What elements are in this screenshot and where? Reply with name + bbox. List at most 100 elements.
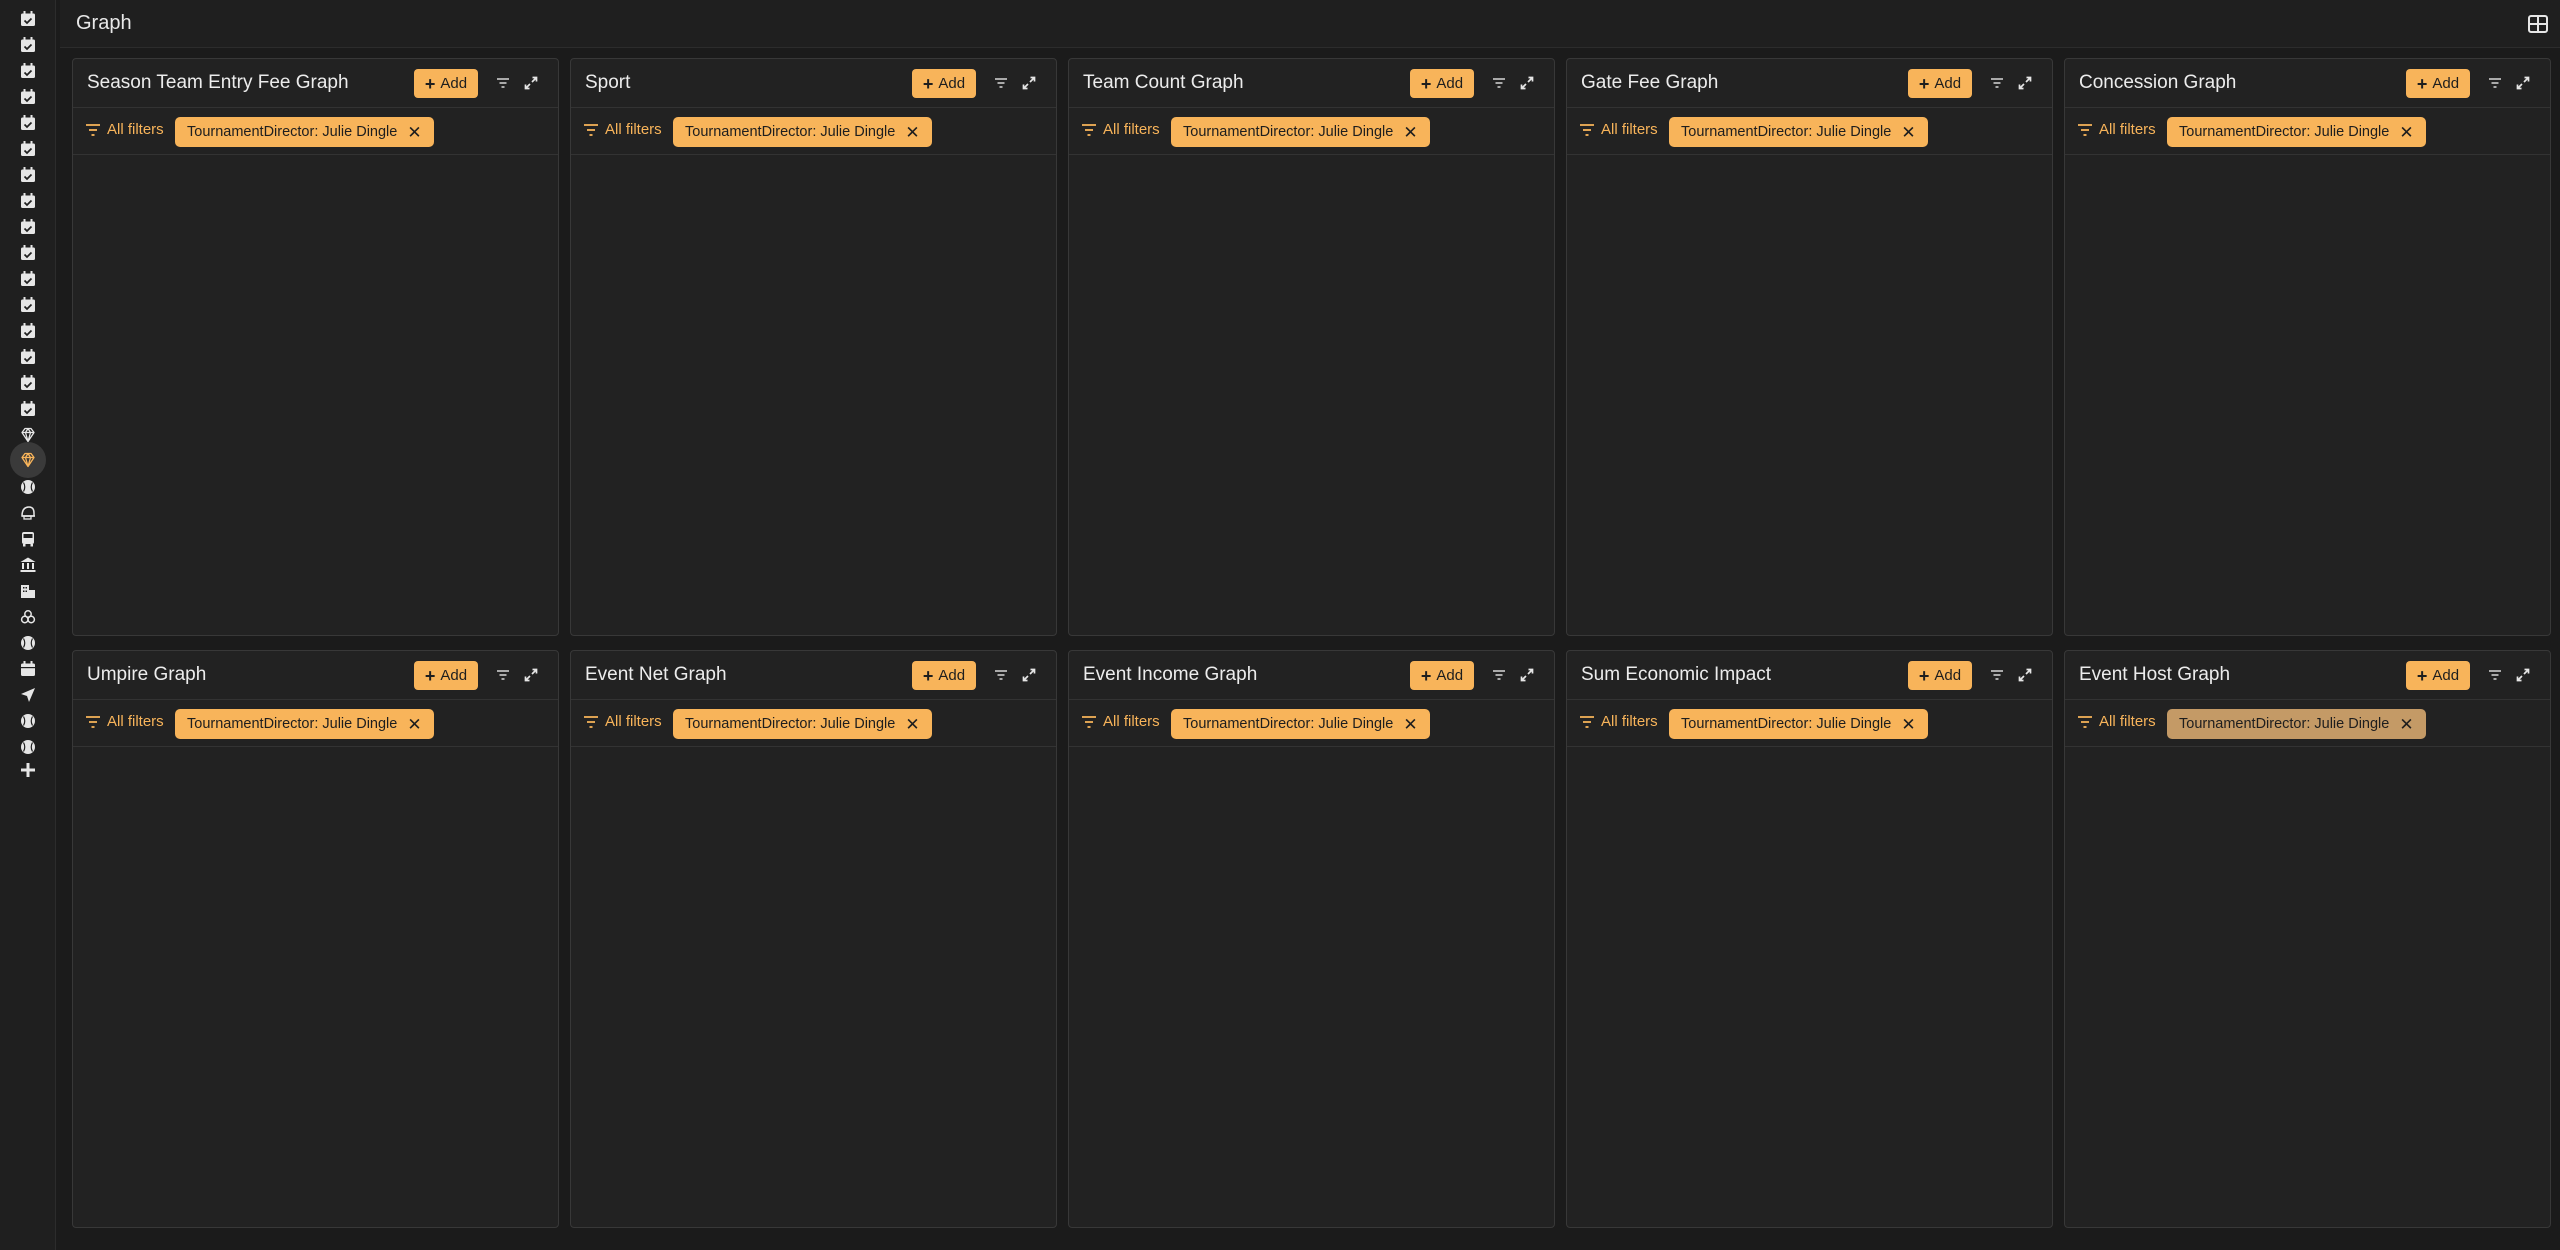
calendar-check-icon[interactable]: [16, 59, 40, 83]
close-icon[interactable]: ✕: [2399, 122, 2414, 142]
filter-icon[interactable]: SUM TotalTeamEntryFee030,00060,00090,000…: [990, 72, 1012, 94]
expand-icon[interactable]: [520, 72, 542, 94]
add-button[interactable]: + Add: [1410, 69, 1474, 98]
bus-icon[interactable]: [16, 527, 40, 551]
filter-chip-label: TournamentDirector: Julie Dingle: [1681, 124, 1892, 140]
filter-chip[interactable]: TournamentDirector: Julie Dingle ✕: [1669, 117, 1928, 147]
helmet-icon[interactable]: [16, 501, 40, 525]
diamond-icon[interactable]: [10, 442, 46, 478]
add-button[interactable]: + Add: [414, 69, 478, 98]
filter-icon[interactable]: SUM TotalEventIncome0100,000200,000300,0…: [1488, 664, 1510, 686]
filter-chip[interactable]: TournamentDirector: Julie Dingle ✕: [2167, 117, 2426, 147]
filter-chip-label: TournamentDirector: Julie Dingle: [685, 124, 896, 140]
add-button[interactable]: + Add: [1908, 69, 1972, 98]
all-filters-button[interactable]: All filters: [1081, 713, 1160, 730]
bar-chart: [73, 155, 558, 635]
all-filters-button[interactable]: All filters: [2077, 121, 2156, 138]
calendar-check-icon[interactable]: [16, 215, 40, 239]
all-filters-label: All filters: [1601, 121, 1658, 138]
plus-icon[interactable]: [16, 758, 40, 782]
filter-icon[interactable]: SUM TotalEventConcession020,00040,00060,…: [2484, 72, 2506, 94]
expand-icon[interactable]: [1018, 664, 1040, 686]
close-icon[interactable]: ✕: [1901, 714, 1916, 734]
ball-icon[interactable]: [16, 735, 40, 759]
add-button[interactable]: + Add: [912, 661, 976, 690]
side-nav-rail: [0, 0, 56, 1250]
filter-chip[interactable]: TournamentDirector: Julie Dingle ✕: [175, 117, 434, 147]
all-filters-button[interactable]: All filters: [1579, 121, 1658, 138]
calendar-check-icon[interactable]: [16, 371, 40, 395]
all-filters-button[interactable]: All filters: [1081, 121, 1160, 138]
page-title: Graph: [76, 12, 132, 34]
expand-icon[interactable]: [2014, 72, 2036, 94]
close-icon[interactable]: ✕: [1403, 714, 1418, 734]
calendar-check-icon[interactable]: [16, 111, 40, 135]
filter-chip[interactable]: TournamentDirector: Julie Dingle ✕: [673, 117, 932, 147]
calendar-check-icon[interactable]: [16, 319, 40, 343]
calendar-check-icon[interactable]: [16, 293, 40, 317]
filter-icon[interactable]: SUM TeamsEntered0100200300400500600700Ok…: [1488, 72, 1510, 94]
bank-icon[interactable]: [16, 553, 40, 577]
expand-icon[interactable]: [1018, 72, 1040, 94]
expand-icon[interactable]: [2014, 664, 2036, 686]
calendar-check-icon[interactable]: [16, 7, 40, 31]
plus-icon: +: [922, 665, 934, 686]
close-icon[interactable]: ✕: [1901, 122, 1916, 142]
ball-icon[interactable]: [16, 631, 40, 655]
filter-chip-label: TournamentDirector: Julie Dingle: [1183, 124, 1394, 140]
calendar-check-icon[interactable]: [16, 345, 40, 369]
add-button[interactable]: + Add: [2406, 69, 2470, 98]
calendar-check-icon[interactable]: [16, 163, 40, 187]
calendar-check-icon[interactable]: [16, 397, 40, 421]
filter-row: All filters TournamentDirector: Julie Di…: [73, 699, 558, 747]
filter-icon[interactable]: SUM TotalTeamEntryFee030,00060,00090,000…: [2484, 664, 2506, 686]
biohazard-icon[interactable]: [16, 605, 40, 629]
expand-icon[interactable]: [1516, 664, 1538, 686]
close-icon[interactable]: ✕: [905, 122, 920, 142]
add-button[interactable]: + Add: [1410, 661, 1474, 690]
filter-icon[interactable]: SUM TotalEventGate030,00060,00090,000120…: [1986, 72, 2008, 94]
all-filters-button[interactable]: All filters: [2077, 713, 2156, 730]
add-button[interactable]: + Add: [912, 69, 976, 98]
filter-chip[interactable]: TournamentDirector: Julie Dingle ✕: [1669, 709, 1928, 739]
ball-icon[interactable]: [16, 709, 40, 733]
close-icon[interactable]: ✕: [407, 714, 422, 734]
ball-icon[interactable]: [16, 475, 40, 499]
building-icon[interactable]: [16, 579, 40, 603]
expand-icon[interactable]: [520, 664, 542, 686]
expand-icon[interactable]: [2512, 72, 2534, 94]
calendar-check-icon[interactable]: [16, 33, 40, 57]
add-button[interactable]: + Add: [2406, 661, 2470, 690]
grid-layout-icon[interactable]: [2526, 12, 2550, 36]
send-icon[interactable]: [16, 683, 40, 707]
close-icon[interactable]: ✕: [2399, 714, 2414, 734]
filter-chip[interactable]: TournamentDirector: Julie Dingle ✕: [175, 709, 434, 739]
filter-icon[interactable]: SUM TotalEventNet050,000100,000150,00020…: [990, 664, 1012, 686]
calendar-check-icon[interactable]: [16, 137, 40, 161]
add-button[interactable]: + Add: [1908, 661, 1972, 690]
filter-icon[interactable]: SUM TotalEventUmpireFees030,00060,00090,…: [492, 664, 514, 686]
all-filters-button[interactable]: All filters: [1579, 713, 1658, 730]
add-button[interactable]: + Add: [414, 661, 478, 690]
filter-chip[interactable]: TournamentDirector: Julie Dingle ✕: [2167, 709, 2426, 739]
all-filters-button[interactable]: All filters: [583, 713, 662, 730]
calendar-check-icon[interactable]: [16, 85, 40, 109]
all-filters-button[interactable]: All filters: [583, 121, 662, 138]
calendar-check-icon[interactable]: [16, 267, 40, 291]
calendar-check-icon[interactable]: [16, 189, 40, 213]
filter-chip[interactable]: TournamentDirector: Julie Dingle ✕: [1171, 709, 1430, 739]
expand-icon[interactable]: [1516, 72, 1538, 94]
filter-chip[interactable]: TournamentDirector: Julie Dingle ✕: [673, 709, 932, 739]
expand-icon[interactable]: [2512, 664, 2534, 686]
all-filters-button[interactable]: All filters: [85, 121, 164, 138]
diamond-icon[interactable]: [16, 423, 40, 447]
all-filters-button[interactable]: All filters: [85, 713, 164, 730]
calendar-check-icon[interactable]: [16, 241, 40, 265]
close-icon[interactable]: ✕: [905, 714, 920, 734]
close-icon[interactable]: ✕: [1403, 122, 1418, 142]
filter-icon[interactable]: SUM TotalTeamEntryFee030,00060,00090,000…: [492, 72, 514, 94]
filter-icon[interactable]: SUM TotalEconomicImpactPerEvent0100,0002…: [1986, 664, 2008, 686]
filter-chip[interactable]: TournamentDirector: Julie Dingle ✕: [1171, 117, 1430, 147]
close-icon[interactable]: ✕: [407, 122, 422, 142]
calendar-icon[interactable]: [16, 657, 40, 681]
